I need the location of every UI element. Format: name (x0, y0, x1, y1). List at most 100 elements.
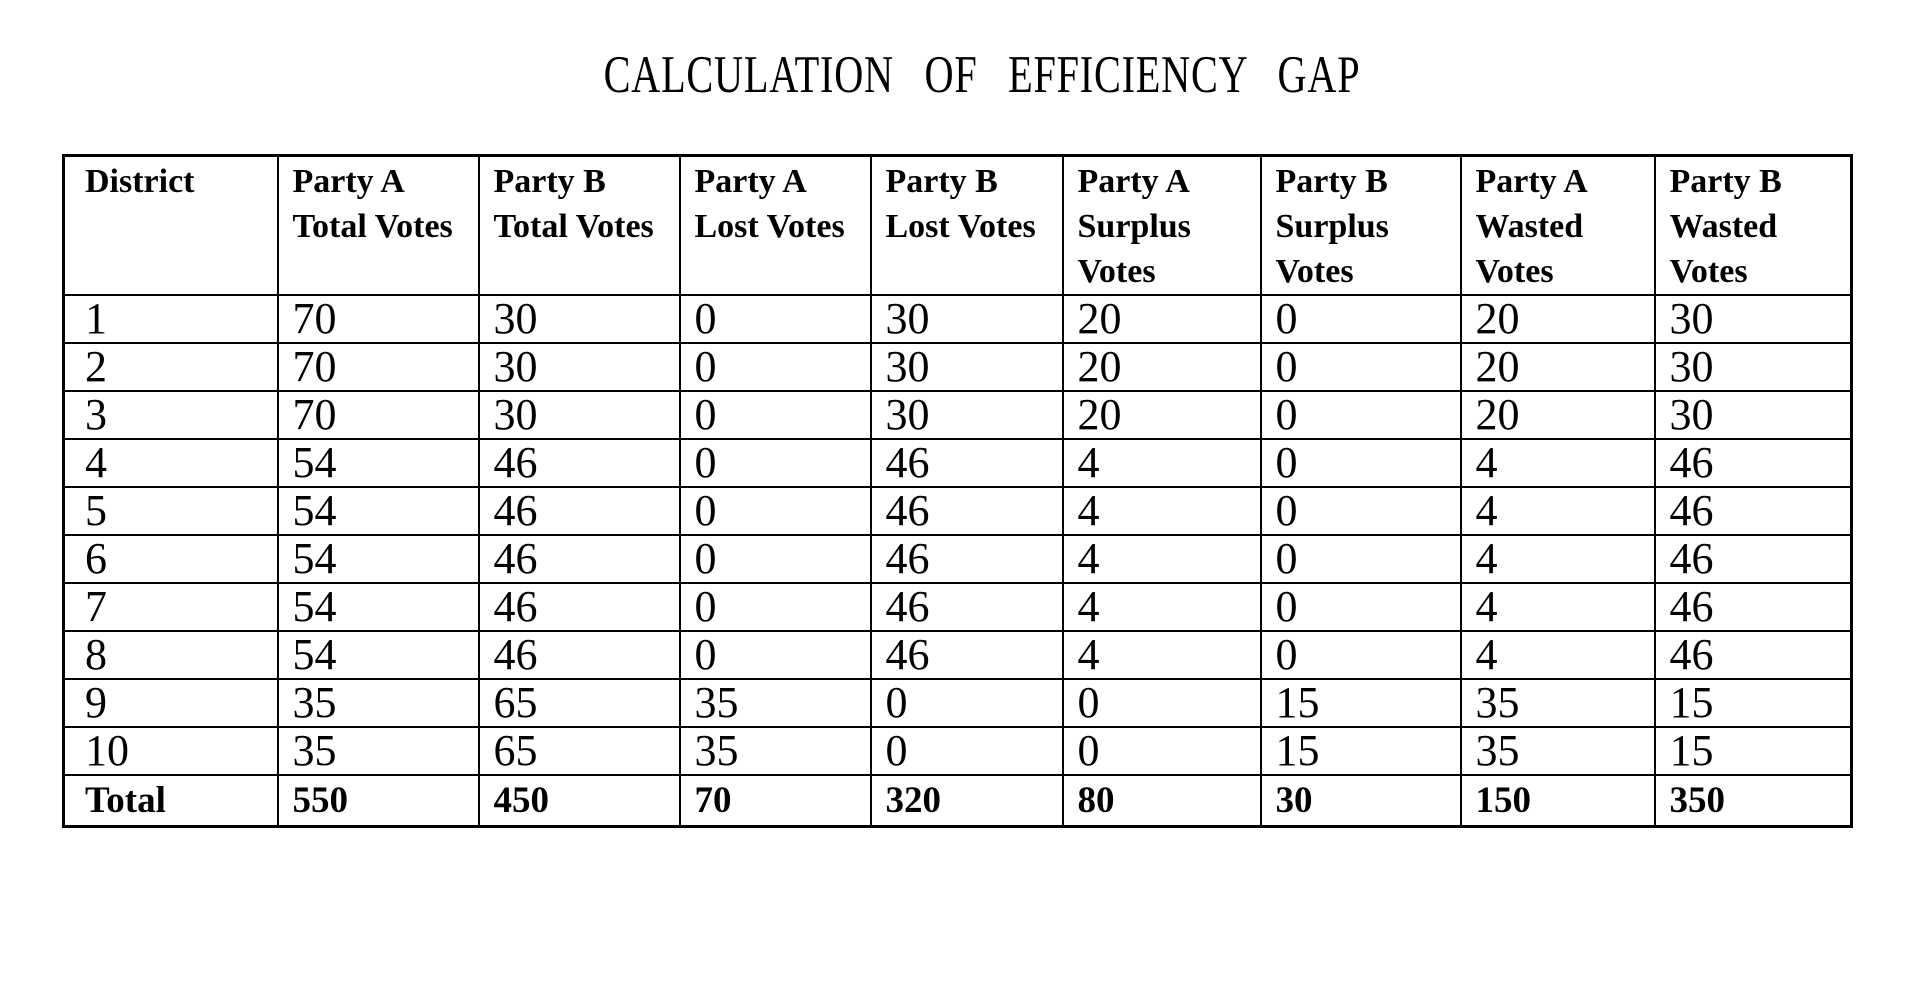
table-cell: 15 (1259, 726, 1462, 776)
cell-district: 8 (62, 630, 279, 680)
table-cell: 15 (1653, 678, 1853, 728)
table-row: 7 54 46 0 46 4 0 4 46 (62, 582, 1853, 632)
table-cell: 350 (1653, 774, 1853, 828)
table-cell: 46 (477, 438, 681, 488)
table-cell: 35 (276, 678, 480, 728)
table-cell: 46 (1653, 630, 1853, 680)
efficiency-gap-table: District Party A Total Votes Party B Tot… (62, 154, 1853, 828)
table-cell: 70 (276, 390, 480, 440)
table-cell: 4 (1061, 486, 1262, 536)
table-cell: 0 (678, 342, 872, 392)
table-cell: 70 (276, 342, 480, 392)
page-title: CALCULATION OF EFFICIENCY GAP (603, 46, 1361, 104)
table-cell: 20 (1061, 390, 1262, 440)
table-cell: 20 (1459, 294, 1656, 344)
table-cell: 20 (1459, 390, 1656, 440)
total-row: Total 550 450 70 320 80 30 150 350 (62, 774, 1853, 828)
table-row: 9 35 65 35 0 0 15 35 15 (62, 678, 1853, 728)
table-cell: 320 (869, 774, 1064, 828)
column-header-party-a-lost-votes: Party A Lost Votes (678, 154, 872, 296)
table-cell: 46 (1653, 534, 1853, 584)
table-cell: 20 (1061, 342, 1262, 392)
table-cell: 0 (678, 294, 872, 344)
table-cell: 70 (276, 294, 480, 344)
table-cell: 30 (869, 294, 1064, 344)
cell-district: 2 (62, 342, 279, 392)
table-cell: 46 (1653, 582, 1853, 632)
table-row: 1 70 30 0 30 20 0 20 30 (62, 294, 1853, 344)
table-cell: 35 (678, 726, 872, 776)
table-cell: 30 (869, 342, 1064, 392)
table-cell: 30 (869, 390, 1064, 440)
column-header-party-a-surplus-votes: Party A Surplus Votes (1061, 154, 1262, 296)
table-header-row: District Party A Total Votes Party B Tot… (62, 154, 1853, 296)
column-header-party-b-lost-votes: Party B Lost Votes (869, 154, 1064, 296)
table-cell: 30 (477, 294, 681, 344)
table-cell: 46 (869, 534, 1064, 584)
table-cell: 0 (1259, 582, 1462, 632)
table-cell: 30 (1653, 294, 1853, 344)
table-cell: 46 (477, 486, 681, 536)
cell-district: 4 (62, 438, 279, 488)
table-cell: 54 (276, 630, 480, 680)
table-cell: 54 (276, 438, 480, 488)
cell-district: 3 (62, 390, 279, 440)
cell-district: 7 (62, 582, 279, 632)
table-cell: 0 (1061, 678, 1262, 728)
cell-total-label: Total (62, 774, 279, 828)
table-row: 4 54 46 0 46 4 0 4 46 (62, 438, 1853, 488)
table-cell: 30 (477, 390, 681, 440)
table-cell: 0 (1259, 342, 1462, 392)
table-cell: 0 (869, 678, 1064, 728)
table-cell: 65 (477, 678, 681, 728)
column-header-party-b-surplus-votes: Party B Surplus Votes (1259, 154, 1462, 296)
column-header-party-a-wasted-votes: Party A Wasted Votes (1459, 154, 1656, 296)
table-cell: 65 (477, 726, 681, 776)
table-cell: 4 (1061, 630, 1262, 680)
table-cell: 4 (1061, 438, 1262, 488)
table-cell: 46 (1653, 486, 1853, 536)
table-cell: 550 (276, 774, 480, 828)
table-cell: 0 (1259, 486, 1462, 536)
table-cell: 0 (678, 390, 872, 440)
table-cell: 35 (1459, 726, 1656, 776)
table-cell: 0 (678, 534, 872, 584)
table-cell: 0 (1061, 726, 1262, 776)
cell-district: 1 (62, 294, 279, 344)
table-cell: 30 (1653, 390, 1853, 440)
table-cell: 80 (1061, 774, 1262, 828)
table-cell: 46 (869, 486, 1064, 536)
table-cell: 0 (678, 582, 872, 632)
cell-district: 5 (62, 486, 279, 536)
table-cell: 54 (276, 534, 480, 584)
table-cell: 0 (1259, 390, 1462, 440)
table-row: 6 54 46 0 46 4 0 4 46 (62, 534, 1853, 584)
table-cell: 0 (1259, 534, 1462, 584)
table-cell: 46 (1653, 438, 1853, 488)
table-cell: 4 (1061, 582, 1262, 632)
table-cell: 4 (1459, 582, 1656, 632)
table-row: 10 35 65 35 0 0 15 35 15 (62, 726, 1853, 776)
column-header-party-b-total-votes: Party B Total Votes (477, 154, 681, 296)
table-cell: 15 (1653, 726, 1853, 776)
table-row: 2 70 30 0 30 20 0 20 30 (62, 342, 1853, 392)
table-cell: 4 (1459, 630, 1656, 680)
table-cell: 4 (1459, 486, 1656, 536)
table-cell: 4 (1459, 534, 1656, 584)
column-header-party-a-total-votes: Party A Total Votes (276, 154, 480, 296)
table-cell: 35 (678, 678, 872, 728)
table-cell: 0 (869, 726, 1064, 776)
table-row: 3 70 30 0 30 20 0 20 30 (62, 390, 1853, 440)
table-cell: 46 (869, 438, 1064, 488)
table-cell: 46 (477, 630, 681, 680)
table-cell: 35 (276, 726, 480, 776)
table-cell: 0 (1259, 294, 1462, 344)
table-cell: 54 (276, 582, 480, 632)
table-cell: 54 (276, 486, 480, 536)
table-cell: 0 (678, 438, 872, 488)
table-cell: 4 (1459, 438, 1656, 488)
table-cell: 30 (1653, 342, 1853, 392)
table-cell: 0 (1259, 630, 1462, 680)
table-cell: 35 (1459, 678, 1656, 728)
table-cell: 30 (477, 342, 681, 392)
